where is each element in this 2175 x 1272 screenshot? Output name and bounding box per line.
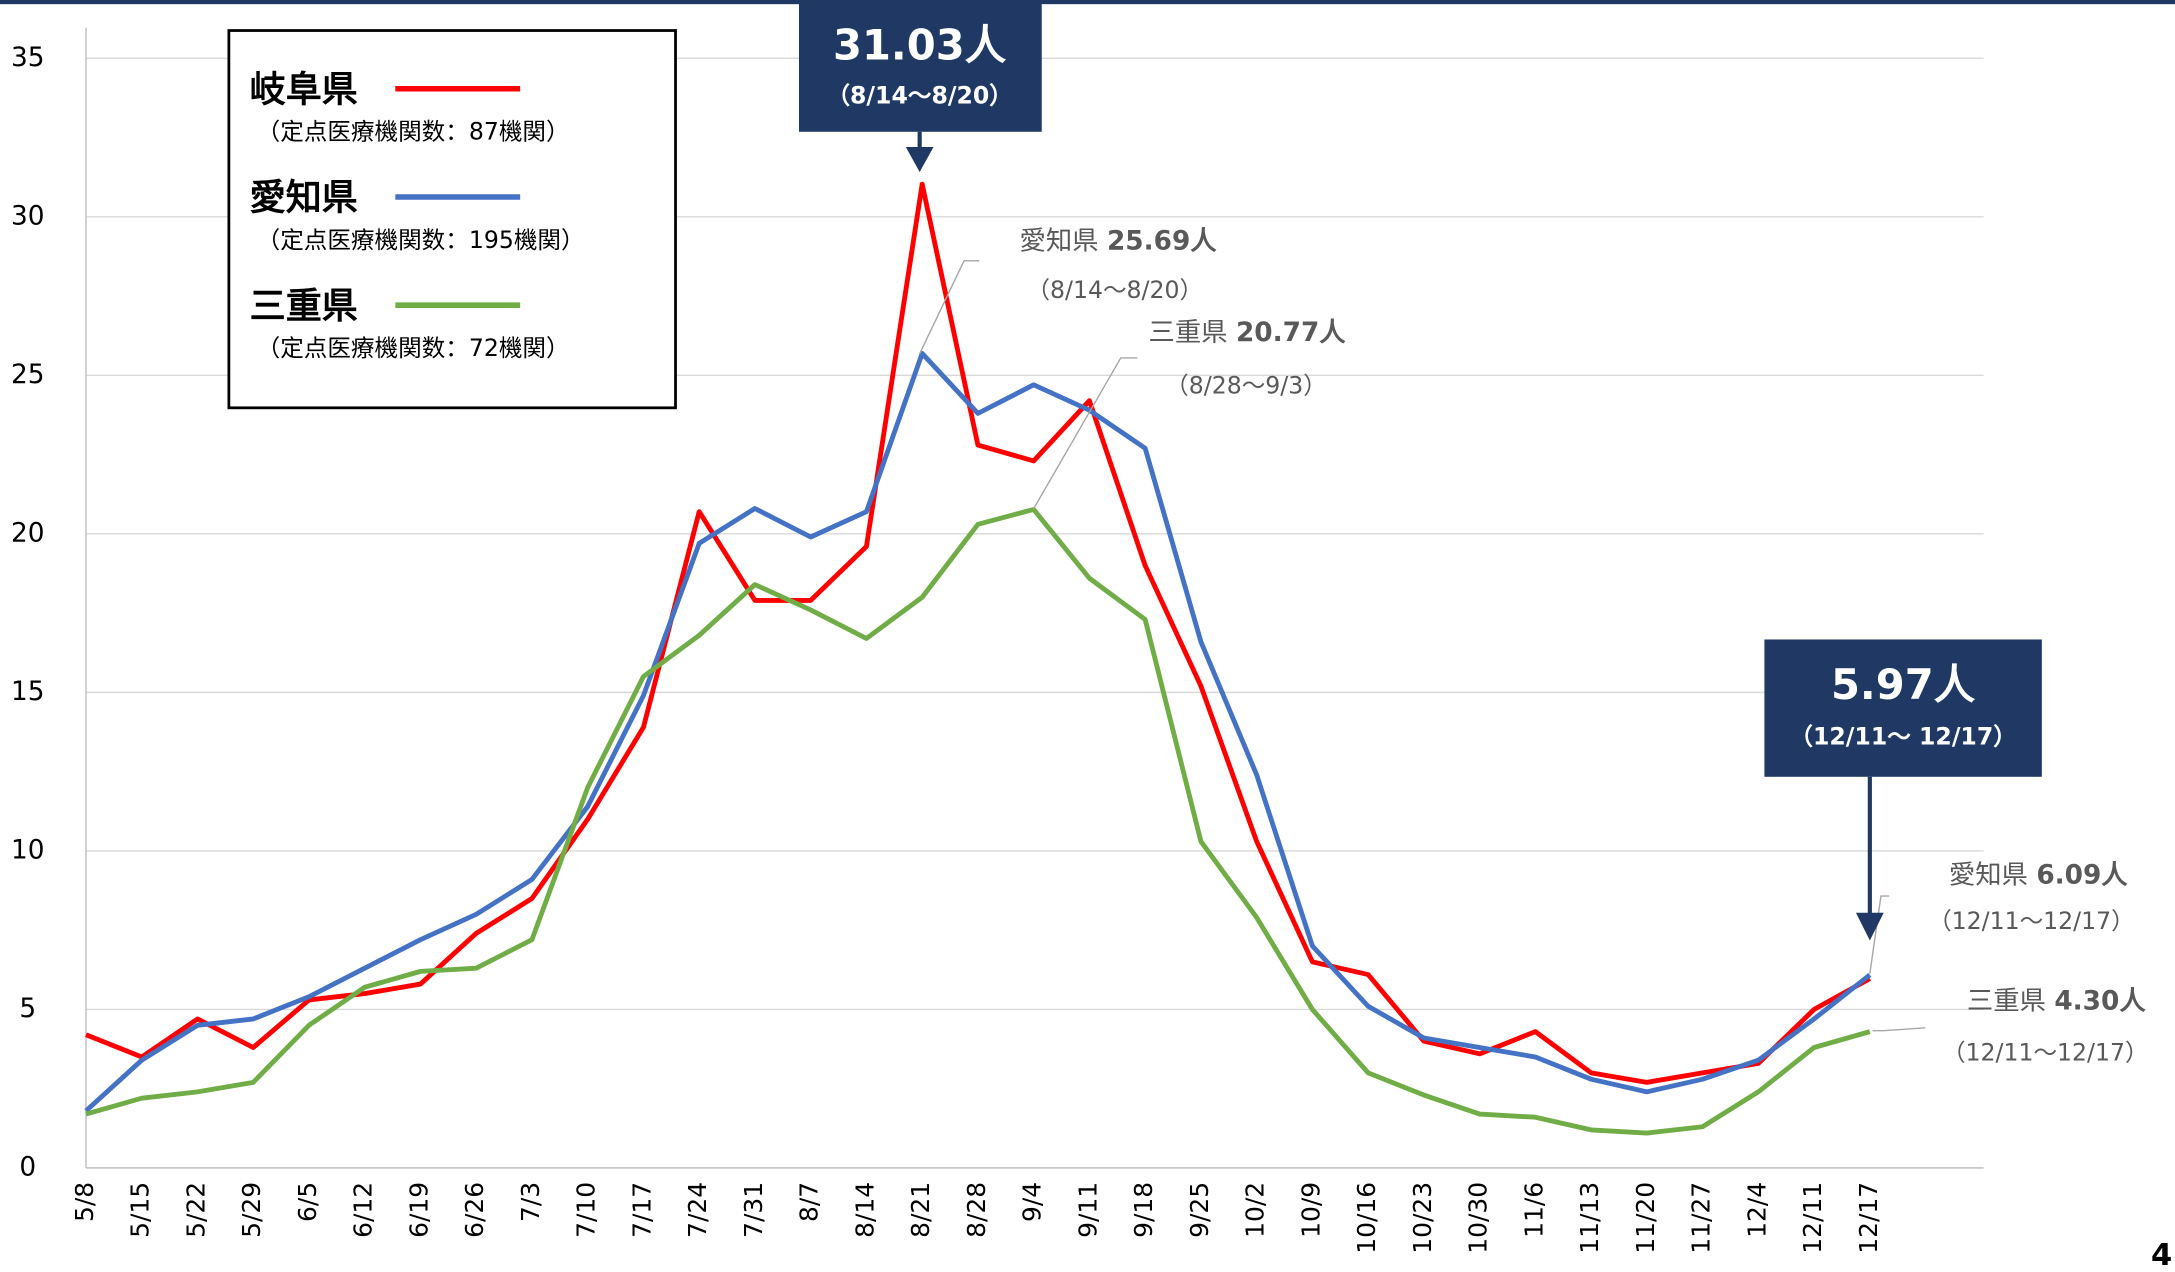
- annotations: 愛知県 25.69人 （8/14～8/20） 三重県 20.77人 （8/28～…: [1020, 226, 2149, 1067]
- series-line: [85, 181, 1872, 1085]
- x-tick-label: 11/27: [1687, 1182, 1716, 1254]
- annotation: 三重県 4.30人: [1967, 986, 2146, 1016]
- x-tick-label: 8/14: [850, 1182, 879, 1238]
- x-tick-label: 10/16: [1352, 1182, 1381, 1254]
- x-tick-label: 5/29: [237, 1182, 266, 1238]
- legend-label: 岐阜県: [250, 69, 358, 111]
- annotation-value: 4.30人: [2054, 986, 2146, 1016]
- callout-value: 31.03人: [833, 21, 1007, 70]
- annotation-period: （12/11～12/17）: [1942, 1039, 2149, 1067]
- x-tick-label: 11/6: [1519, 1182, 1548, 1238]
- x-tick-label: 9/18: [1129, 1182, 1158, 1238]
- x-tick-label: 10/2: [1241, 1182, 1270, 1238]
- series-line: [85, 507, 1871, 1136]
- leaders: [919, 260, 1926, 1032]
- x-tick-label: 9/11: [1073, 1182, 1102, 1238]
- series-line: [84, 351, 1872, 1113]
- page-number: 4: [2151, 1238, 2172, 1272]
- x-tick-label: 9/4: [1018, 1182, 1047, 1222]
- lines: [84, 181, 1872, 1136]
- legend: 岐阜県 （定点医療機関数：87機関） 愛知県 （定点医療機関数：195機関） 三重県 （定…: [250, 69, 585, 363]
- y-tick-label: 15: [11, 677, 45, 707]
- annotation: 愛知県 6.09人: [1949, 860, 2128, 890]
- y-tick-label: 25: [11, 360, 45, 390]
- x-tick-label: 10/9: [1296, 1182, 1325, 1238]
- leader: [1872, 1027, 1926, 1032]
- callout-period: （8/14～8/20）: [826, 82, 1012, 110]
- legend-box: [227, 29, 677, 410]
- x-tick-label: 6/26: [460, 1182, 489, 1238]
- x-tick-label: 10/23: [1408, 1182, 1437, 1254]
- x-tick-label: 12/17: [1854, 1182, 1883, 1254]
- x-tick-label: 8/21: [906, 1182, 935, 1238]
- x-tick-label: 7/3: [516, 1182, 545, 1222]
- callout-box: [798, 2, 1042, 132]
- annotation-prefix: 愛知県: [1020, 226, 1099, 256]
- x-tick-label: 12/11: [1798, 1182, 1827, 1254]
- x-tick-label: 5/8: [70, 1182, 99, 1222]
- y-tick-label: 0: [19, 1152, 36, 1182]
- x-tick-label: 11/20: [1631, 1182, 1660, 1254]
- annotation-value: 6.09人: [2036, 860, 2128, 890]
- leader: [1869, 895, 1890, 974]
- y-tick-label: 30: [11, 201, 45, 231]
- leader: [1032, 357, 1138, 510]
- annotation-value: 25.69人: [1107, 226, 1217, 256]
- callout-box: [1764, 639, 2042, 777]
- annotation: 愛知県 25.69人: [1020, 226, 1218, 256]
- x-tick-label: 10/30: [1464, 1182, 1493, 1254]
- y-tick-label: 35: [11, 43, 45, 73]
- legend-label: 三重県: [250, 285, 358, 327]
- x-tick-label: 12/4: [1742, 1182, 1771, 1238]
- callout-value: 5.97人: [1831, 660, 1976, 709]
- legend-label: 愛知県: [250, 177, 358, 219]
- x-tick-label: 9/25: [1185, 1182, 1214, 1238]
- callout-arrowhead: [1855, 912, 1884, 941]
- x-tick-label: 7/10: [572, 1182, 601, 1238]
- annotation-period: （12/11～12/17）: [1928, 907, 2135, 935]
- x-tick-label: 5/22: [181, 1182, 210, 1238]
- y-tick-label: 10: [11, 835, 45, 865]
- x-tick-label: 6/19: [404, 1182, 433, 1238]
- x-tick-label: 8/7: [795, 1182, 824, 1222]
- annotation-period: （8/28～9/3）: [1165, 372, 1327, 400]
- legend-note: （定点医療機関数：72機関）: [257, 334, 570, 362]
- callout-period: （12/11～ 12/17）: [1789, 722, 2016, 750]
- x-tick-label: 6/12: [349, 1182, 378, 1238]
- legend-note: （定点医療機関数：195機関）: [257, 226, 585, 254]
- top-band: [0, 0, 2175, 5]
- x-tick-label: 5/15: [126, 1182, 155, 1238]
- annotation-value: 20.77人: [1236, 317, 1346, 347]
- annotation-prefix: 愛知県: [1949, 860, 2028, 890]
- annotation-period: （8/14～8/20）: [1026, 276, 1203, 304]
- x-tick-label: 7/24: [683, 1182, 712, 1238]
- callout-arrowhead: [905, 147, 934, 173]
- annotation-prefix: 三重県: [1149, 317, 1228, 347]
- x-tick-label: 6/5: [293, 1182, 322, 1222]
- annotation: 三重県 20.77人: [1149, 317, 1347, 347]
- y-tick-label: 5: [19, 994, 36, 1024]
- y-tick-label: 20: [11, 518, 45, 548]
- x-tick-label: 7/17: [627, 1182, 656, 1238]
- x-tick-label: 7/31: [739, 1182, 768, 1238]
- x-tick-label: 11/13: [1575, 1182, 1604, 1254]
- legend-note: （定点医療機関数：87機関）: [257, 118, 570, 146]
- x-tick-label: 8/28: [962, 1182, 991, 1238]
- annotation-prefix: 三重県: [1967, 986, 2046, 1016]
- leader: [919, 260, 980, 355]
